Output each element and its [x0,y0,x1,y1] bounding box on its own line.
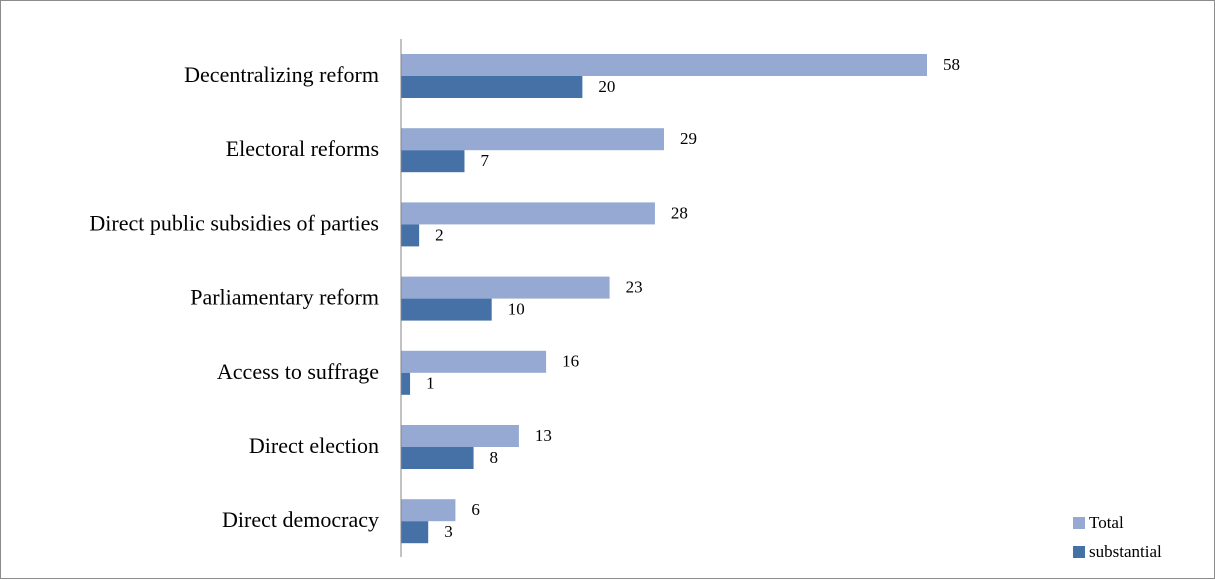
data-label: 8 [490,448,499,467]
data-label: 13 [535,426,552,445]
legend: Total substantial [1073,513,1162,561]
bar-substantial-direct-public-subsidies-of-parties [401,224,420,247]
data-label: 3 [444,522,453,541]
data-label: 1 [426,374,435,393]
data-label: 29 [680,129,697,148]
legend-swatch-substantial [1073,546,1085,558]
data-label: 6 [471,500,480,519]
bar-total-parliamentary-reform [401,276,610,299]
data-label: 28 [671,203,688,222]
data-label: 10 [508,300,525,319]
legend-label-substantial: substantial [1089,542,1162,561]
bar-substantial-electoral-reforms [401,150,465,173]
data-label: 20 [598,77,615,96]
bar-total-direct-election [401,425,519,447]
data-label: 58 [943,55,960,74]
category-label: Decentralizing reform [184,62,379,87]
legend-label-total: Total [1089,513,1124,532]
bar-substantial-parliamentary-reform [401,298,492,321]
bar-substantial-direct-democracy [401,521,429,544]
category-label: Electoral reforms [226,136,379,161]
data-label: 16 [562,352,579,371]
bar-total-access-to-suffrage [401,350,547,373]
category-label: Direct public subsidies of parties [89,210,379,235]
bar-substantial-direct-election [401,447,474,469]
data-label: 7 [480,151,489,170]
bar-substantial-decentralizing-reform [401,76,583,98]
bar-substantial-access-to-suffrage [401,372,411,395]
legend-swatch-total [1073,517,1085,529]
data-label: 2 [435,225,444,244]
category-label: Direct democracy [222,507,379,532]
labels-layer: Decentralizing reform 58 20 Electoral refor… [89,55,960,541]
bar-total-direct-democracy [401,499,456,522]
category-label: Access to suffrage [217,359,379,384]
bar-total-electoral-reforms [401,128,664,151]
data-label: 23 [626,278,643,297]
bars-layer [401,54,927,544]
bar-total-decentralizing-reform [401,54,927,76]
category-label: Direct election [249,433,379,458]
bar-total-direct-public-subsidies-of-parties [401,202,655,225]
category-label: Parliamentary reform [190,285,379,310]
